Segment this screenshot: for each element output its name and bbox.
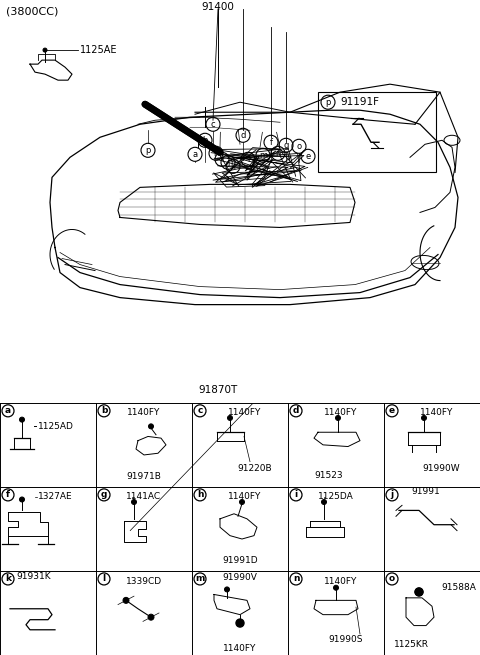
Text: d: d — [293, 406, 299, 415]
Text: a: a — [192, 150, 198, 159]
Text: f: f — [269, 138, 273, 147]
Text: 1339CD: 1339CD — [126, 576, 162, 586]
Circle shape — [421, 415, 427, 421]
Text: a: a — [5, 406, 11, 415]
Text: p: p — [145, 146, 151, 155]
Text: 91523: 91523 — [314, 470, 343, 479]
Text: n: n — [276, 149, 281, 158]
Text: m: m — [195, 574, 204, 584]
Text: m: m — [259, 151, 267, 160]
Text: 1140FY: 1140FY — [127, 409, 161, 417]
Text: k: k — [230, 162, 235, 171]
Text: b: b — [101, 406, 107, 415]
Circle shape — [148, 424, 154, 429]
Circle shape — [322, 500, 326, 504]
Text: d: d — [240, 131, 246, 140]
Bar — [318, 92, 436, 172]
Text: n: n — [293, 574, 299, 584]
Text: 91588A: 91588A — [442, 583, 477, 592]
Text: 91971B: 91971B — [127, 472, 161, 481]
Text: f: f — [6, 491, 10, 499]
Text: c: c — [211, 120, 216, 129]
Circle shape — [132, 500, 136, 504]
Text: 91991D: 91991D — [222, 556, 258, 565]
Text: g: g — [283, 141, 288, 150]
Text: o: o — [297, 141, 301, 151]
Text: 91191F: 91191F — [340, 97, 379, 107]
Text: l: l — [102, 574, 106, 584]
Text: h: h — [213, 149, 219, 158]
Circle shape — [415, 588, 423, 596]
Text: 91991: 91991 — [411, 487, 440, 496]
Text: 1140FY: 1140FY — [324, 576, 358, 586]
Circle shape — [20, 497, 24, 502]
Text: 1140FY: 1140FY — [223, 644, 257, 653]
Text: 1140FY: 1140FY — [420, 409, 454, 417]
Text: 1140FY: 1140FY — [228, 493, 262, 502]
Circle shape — [240, 500, 244, 504]
Text: e: e — [389, 406, 395, 415]
Text: 1141AC: 1141AC — [126, 493, 162, 502]
Text: 91990W: 91990W — [423, 464, 460, 473]
Text: 91400: 91400 — [202, 2, 234, 12]
Text: 1125AE: 1125AE — [80, 45, 118, 55]
Circle shape — [20, 417, 24, 422]
Circle shape — [225, 587, 229, 592]
Text: (3800CC): (3800CC) — [6, 6, 59, 16]
Text: j: j — [390, 491, 394, 499]
Text: i: i — [294, 491, 298, 499]
Text: 91990V: 91990V — [223, 573, 257, 582]
Circle shape — [228, 415, 232, 421]
Text: k: k — [5, 574, 11, 584]
Text: 91870T: 91870T — [198, 384, 238, 395]
Text: 1125KR: 1125KR — [394, 641, 429, 649]
Text: 91931K: 91931K — [16, 572, 50, 582]
Circle shape — [148, 614, 154, 620]
Circle shape — [336, 415, 340, 421]
Text: 1140FY: 1140FY — [324, 409, 358, 417]
Text: p: p — [325, 98, 331, 107]
Text: e: e — [305, 152, 311, 161]
Text: 91220B: 91220B — [237, 464, 272, 473]
Text: 1140FY: 1140FY — [228, 409, 262, 417]
Text: j: j — [227, 158, 229, 167]
Text: i: i — [221, 155, 223, 164]
Circle shape — [334, 586, 338, 590]
Text: h: h — [197, 491, 203, 499]
Circle shape — [236, 619, 244, 627]
Text: o: o — [389, 574, 395, 584]
Circle shape — [415, 588, 423, 596]
Text: c: c — [197, 406, 203, 415]
Text: 1327AE: 1327AE — [38, 493, 72, 502]
Text: l: l — [247, 155, 249, 164]
Text: 91990S: 91990S — [328, 635, 363, 645]
Text: 1125DA: 1125DA — [318, 493, 354, 502]
Circle shape — [237, 620, 243, 626]
Text: g: g — [101, 491, 107, 499]
Circle shape — [43, 48, 47, 52]
Text: b: b — [202, 136, 208, 145]
Circle shape — [123, 597, 129, 603]
Text: 1125AD: 1125AD — [38, 422, 74, 431]
